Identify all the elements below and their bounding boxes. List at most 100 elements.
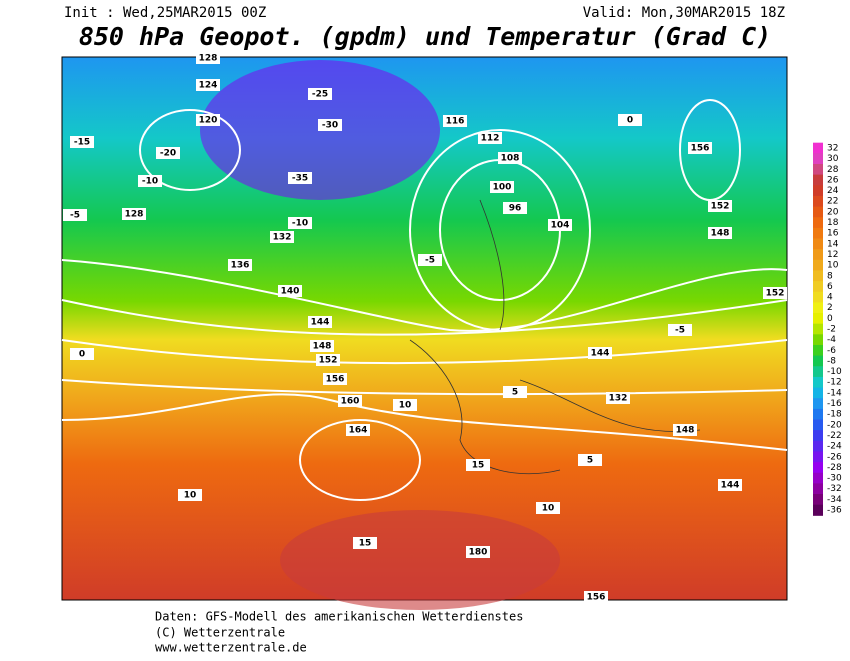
colorbar-swatch: [813, 206, 823, 218]
colorbar-swatch: [813, 153, 823, 165]
contour-label: 144: [721, 481, 740, 491]
contour-label: 136: [231, 261, 250, 271]
contour-label: -15: [74, 138, 90, 148]
contour-label-box: [606, 392, 630, 404]
contour-label: -10: [142, 177, 158, 187]
colorbar-swatch: [813, 249, 823, 261]
colorbar-label: -10: [827, 367, 842, 377]
coastlines: [409, 199, 701, 475]
colorbar-swatch: [813, 440, 823, 452]
colorbar-swatch: [813, 408, 823, 420]
contour-label: 100: [493, 183, 512, 193]
contour-label-box: [618, 114, 642, 126]
colorbar-label: 2: [827, 303, 833, 313]
contour-label: 0: [79, 350, 85, 360]
colorbar-label: 4: [827, 293, 833, 303]
init: Init : Wed,25MAR2015 00Z: [64, 5, 266, 21]
contour-label-box: [708, 200, 732, 212]
contour-label-box: [196, 79, 220, 91]
colorbar-label: 16: [827, 229, 839, 239]
contour-label-box: [498, 152, 522, 164]
contour-label: 144: [311, 318, 330, 328]
contour-label: 15: [472, 461, 485, 471]
colorbar-swatch: [813, 376, 823, 389]
contour-label: -5: [425, 256, 435, 266]
colorbar-swatch: [813, 259, 823, 271]
contour-label: 116: [446, 117, 465, 127]
colorbar-label: -32: [827, 484, 842, 494]
colorbar-swatch: [813, 163, 823, 176]
colorbar-swatch: [813, 302, 823, 314]
valid: Valid: Mon,30MAR2015 18Z: [583, 5, 785, 21]
colorbar-label: -34: [827, 495, 842, 505]
colorbar-label: -6: [827, 346, 836, 356]
contour-label: 144: [591, 349, 610, 359]
colorbar-label: 24: [827, 186, 839, 196]
contour-label-box: [503, 386, 527, 398]
colorbar-swatch: [813, 142, 823, 154]
colorbar-label: -30: [827, 474, 842, 484]
contour-label: 128: [125, 210, 144, 220]
contour-label-box: [490, 181, 514, 193]
contour-label-box: [688, 142, 712, 154]
contour-label-box: [308, 316, 332, 328]
contour-label-box: [196, 114, 220, 126]
contour-label: -20: [160, 149, 176, 159]
contour-label-box: [338, 395, 362, 407]
contour-label-box: [310, 340, 334, 352]
colorbar-label: 20: [827, 207, 839, 217]
contour-label: 152: [711, 202, 730, 212]
colorbar-swatch: [813, 313, 823, 325]
contour-label-box: [588, 347, 612, 359]
colorbar-swatch: [813, 291, 823, 303]
colorbar-swatch: [813, 334, 823, 346]
contour-label: 148: [676, 426, 695, 436]
contour-label-box: [584, 591, 608, 603]
contour-label-box: [316, 354, 340, 366]
contour-label: 160: [341, 397, 360, 407]
colorbar-swatch: [813, 217, 823, 229]
colorbar-label: -2: [827, 325, 836, 335]
colorbar-swatch: [813, 483, 823, 495]
colorbar-label: 30: [827, 154, 839, 164]
contour-label: 152: [766, 289, 785, 299]
colorbar-label: -18: [827, 410, 842, 420]
contour-label-box: [308, 88, 332, 100]
contour-label: 5: [587, 456, 593, 466]
contour-label-box: [122, 208, 146, 220]
colorbar-swatch: [813, 398, 823, 410]
colorbar-swatch: [813, 504, 823, 516]
contour-label-box: [466, 459, 490, 471]
contour-label-box: [536, 502, 560, 514]
contour-label-box: [668, 324, 692, 336]
colorbar-label: -4: [827, 335, 836, 345]
colorbar-label: -36: [827, 506, 842, 516]
colorbar-swatch: [813, 185, 823, 197]
contour-label: 104: [551, 221, 570, 231]
contour-label-box: [70, 136, 94, 148]
contour-label-box: [466, 546, 490, 558]
contour-label-box: [318, 119, 342, 131]
contour-label: 108: [501, 154, 520, 164]
title: 850 hPa Geopot. (gpdm) und Temperatur (G…: [79, 22, 771, 51]
contour-label: -30: [322, 121, 338, 131]
contour-label-box: [288, 172, 312, 184]
colorbar-label: 6: [827, 282, 833, 292]
colorbar-label: 10: [827, 261, 839, 271]
contour-label-box: [228, 259, 252, 271]
contour-label: 180: [469, 548, 488, 558]
colorbar-swatch: [813, 451, 823, 463]
colorbar-label: -16: [827, 399, 842, 409]
contour-label: 120: [199, 116, 218, 126]
contour-label: 156: [326, 375, 345, 385]
contour-label-box: [270, 231, 294, 243]
contour-label: 148: [313, 342, 332, 352]
contour-label: 164: [349, 426, 368, 436]
colorbar-swatch: [813, 366, 823, 378]
contour-label-box: [353, 537, 377, 549]
contour-label-box: [578, 454, 602, 466]
contour-label: 124: [199, 81, 218, 91]
contour-label: 15: [359, 539, 372, 549]
contour-label: -5: [675, 326, 685, 336]
